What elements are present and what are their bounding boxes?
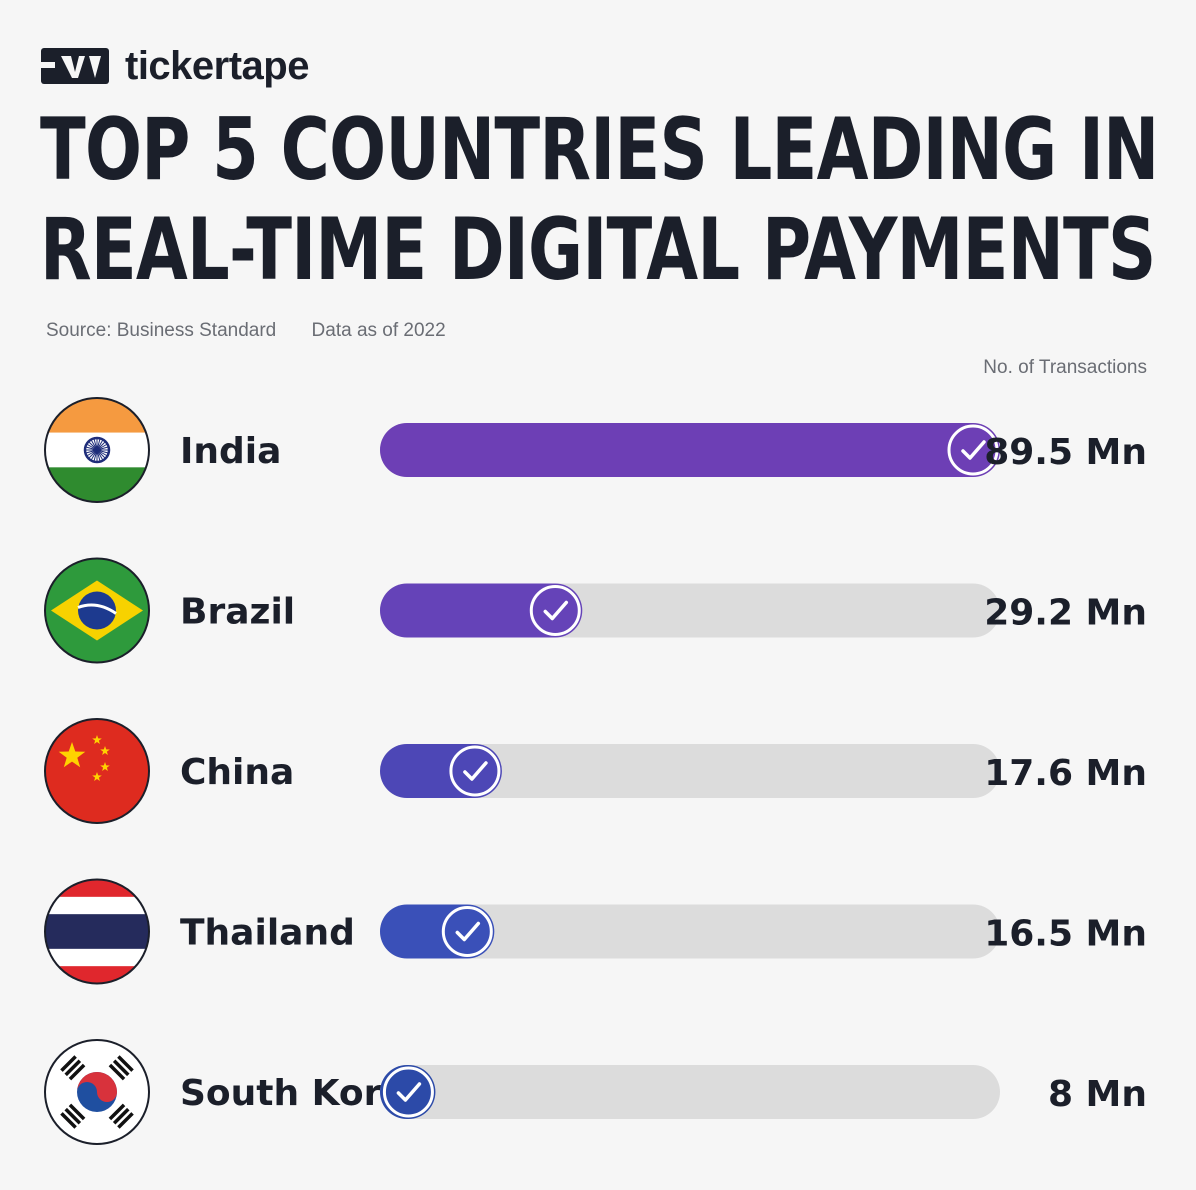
chart-row: Thailand 16.5 Mn xyxy=(44,878,1147,985)
brand-logo: tickertape xyxy=(41,46,309,86)
brazil-flag-icon xyxy=(44,557,150,664)
chart-row: Brazil 29.2 Mn xyxy=(44,557,1147,664)
checkmark-icon xyxy=(441,906,493,957)
checkmark-icon xyxy=(529,585,581,636)
chart-meta: Source: Business Standard Data as of 202… xyxy=(46,320,446,342)
value-column-header: No. of Transactions xyxy=(983,357,1147,378)
data-date-label: Data as of 2022 xyxy=(311,320,446,341)
value-label: 29.2 Mn xyxy=(984,593,1147,634)
brand-name: tickertape xyxy=(125,44,309,88)
south-korea-flag-icon xyxy=(44,1039,150,1145)
bar-track xyxy=(380,904,1000,959)
value-label: 89.5 Mn xyxy=(984,432,1147,473)
chart-row: India 89.5 Mn xyxy=(44,397,1147,503)
country-label: India xyxy=(180,431,281,472)
bar-track xyxy=(380,1065,1000,1119)
country-label: China xyxy=(180,752,294,793)
checkmark-icon xyxy=(449,745,501,797)
checkmark-icon xyxy=(947,424,999,476)
thailand-flag-icon xyxy=(44,878,150,985)
bar-fill xyxy=(380,583,583,638)
checkmark-icon xyxy=(382,1066,434,1118)
chart-row: China 17.6 Mn xyxy=(44,718,1147,824)
value-label: 16.5 Mn xyxy=(984,914,1147,955)
value-label: 8 Mn xyxy=(1048,1074,1147,1115)
china-flag-icon xyxy=(44,718,150,824)
source-label: Source: Business Standard xyxy=(46,320,277,341)
value-label: 17.6 Mn xyxy=(984,753,1147,794)
bar-fill xyxy=(380,423,1000,477)
bar-track xyxy=(380,744,1000,798)
india-flag-icon xyxy=(44,397,150,503)
country-label: Thailand xyxy=(180,913,355,954)
chart-row: South Korea 8 Mn xyxy=(44,1039,1147,1145)
country-label: Brazil xyxy=(180,592,295,633)
tickertape-logo-icon xyxy=(41,48,109,84)
